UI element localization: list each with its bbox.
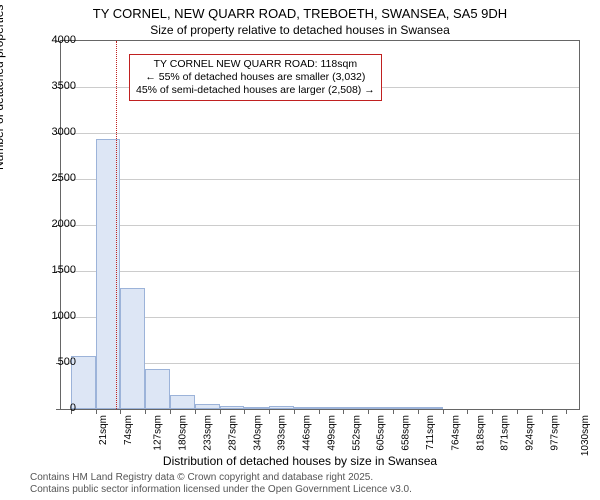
annotation-line: ← 55% of detached houses are smaller (3,… (136, 71, 375, 84)
xtick-label: 499sqm (326, 415, 337, 451)
xtick-label: 393sqm (277, 415, 288, 451)
xtick-label: 21sqm (98, 415, 109, 445)
xtick-label: 552sqm (351, 415, 362, 451)
gridline (61, 271, 579, 272)
xtick-mark (145, 409, 146, 414)
xtick-mark (96, 409, 97, 414)
ytick-label: 4000 (36, 34, 76, 46)
plot-area: 21sqm74sqm127sqm180sqm233sqm287sqm340sqm… (60, 40, 580, 410)
ytick-label: 3500 (36, 80, 76, 92)
gridline (61, 133, 579, 134)
xtick-mark (418, 409, 419, 414)
ytick-label: 1500 (36, 264, 76, 276)
footer-line1: Contains HM Land Registry data © Crown c… (30, 472, 412, 484)
xtick-mark (393, 409, 394, 414)
histogram-bar (244, 407, 269, 409)
xtick-mark (443, 409, 444, 414)
xtick-mark (220, 409, 221, 414)
xtick-label: 180sqm (178, 415, 189, 451)
xtick-mark (195, 409, 196, 414)
histogram-bar (294, 407, 319, 409)
ytick-label: 2500 (36, 172, 76, 184)
xtick-mark (269, 409, 270, 414)
chart-container: TY CORNEL, NEW QUARR ROAD, TREBOETH, SWA… (0, 0, 600, 500)
xtick-mark (120, 409, 121, 414)
ytick-label: 0 (36, 402, 76, 414)
chart-title-sub: Size of property relative to detached ho… (0, 23, 600, 37)
xtick-label: 818sqm (475, 415, 486, 451)
xtick-label: 605sqm (376, 415, 387, 451)
histogram-bar (418, 407, 443, 409)
histogram-bar (120, 288, 145, 409)
ytick-label: 1000 (36, 310, 76, 322)
xtick-label: 711sqm (425, 415, 436, 450)
footer-attribution: Contains HM Land Registry data © Crown c… (30, 472, 412, 496)
histogram-bar (170, 395, 195, 409)
histogram-bar (368, 407, 393, 409)
indicator-line (116, 41, 117, 409)
gridline (61, 179, 579, 180)
xtick-label: 446sqm (302, 415, 313, 451)
histogram-bar (393, 407, 418, 409)
xtick-mark (294, 409, 295, 414)
xtick-label: 127sqm (153, 415, 164, 451)
y-axis-label: Number of detached properties (0, 5, 6, 170)
histogram-bar (220, 406, 245, 409)
footer-line2: Contains public sector information licen… (30, 484, 412, 496)
xtick-label: 74sqm (123, 415, 134, 445)
histogram-bar (269, 406, 294, 409)
ytick-label: 2000 (36, 218, 76, 230)
histogram-bar (145, 369, 170, 409)
xtick-label: 1030sqm (580, 415, 591, 456)
xtick-mark (517, 409, 518, 414)
annotation-line: TY CORNEL NEW QUARR ROAD: 118sqm (136, 58, 375, 71)
xtick-mark (170, 409, 171, 414)
xtick-mark (244, 409, 245, 414)
xtick-mark (368, 409, 369, 414)
xtick-label: 233sqm (202, 415, 213, 451)
xtick-mark (467, 409, 468, 414)
histogram-bar (343, 407, 368, 409)
annotation-line: 45% of semi-detached houses are larger (… (136, 84, 375, 97)
xtick-mark (566, 409, 567, 414)
gridline (61, 225, 579, 226)
histogram-bar (195, 404, 220, 409)
xtick-mark (492, 409, 493, 414)
ytick-label: 500 (36, 356, 76, 368)
ytick-label: 3000 (36, 126, 76, 138)
xtick-label: 764sqm (450, 415, 461, 451)
chart-title-main: TY CORNEL, NEW QUARR ROAD, TREBOETH, SWA… (0, 6, 600, 21)
xtick-label: 977sqm (550, 415, 561, 451)
xtick-mark (343, 409, 344, 414)
xtick-label: 871sqm (500, 415, 511, 451)
xtick-mark (542, 409, 543, 414)
x-axis-label: Distribution of detached houses by size … (0, 454, 600, 468)
xtick-mark (319, 409, 320, 414)
xtick-label: 924sqm (525, 415, 536, 451)
annotation-box: TY CORNEL NEW QUARR ROAD: 118sqm← 55% of… (129, 54, 382, 101)
xtick-label: 287sqm (228, 415, 239, 451)
xtick-label: 340sqm (252, 415, 263, 451)
histogram-bar (319, 407, 344, 409)
xtick-label: 658sqm (401, 415, 412, 451)
